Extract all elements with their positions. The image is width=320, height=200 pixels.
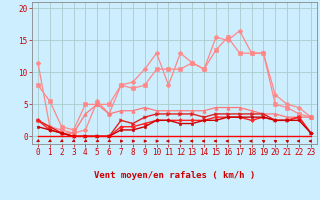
X-axis label: Vent moyen/en rafales ( km/h ): Vent moyen/en rafales ( km/h ): [94, 171, 255, 180]
